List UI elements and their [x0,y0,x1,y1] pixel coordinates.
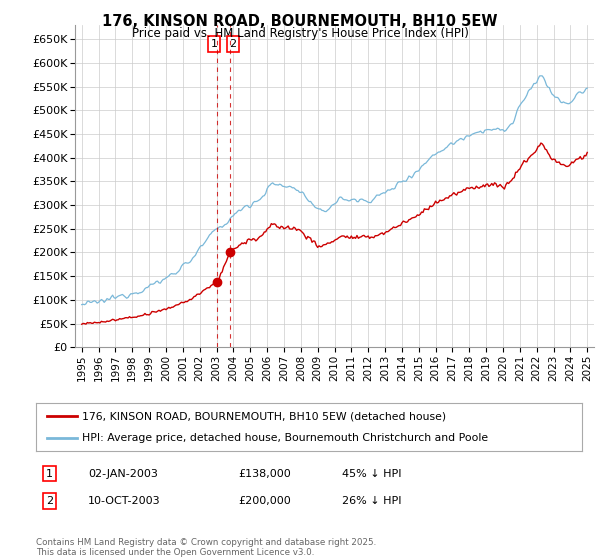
Text: 176, KINSON ROAD, BOURNEMOUTH, BH10 5EW (detached house): 176, KINSON ROAD, BOURNEMOUTH, BH10 5EW … [82,411,446,421]
Text: 1: 1 [211,39,218,49]
Text: HPI: Average price, detached house, Bournemouth Christchurch and Poole: HPI: Average price, detached house, Bour… [82,433,488,443]
Text: 45% ↓ HPI: 45% ↓ HPI [342,469,401,479]
Text: Contains HM Land Registry data © Crown copyright and database right 2025.
This d: Contains HM Land Registry data © Crown c… [36,538,376,557]
Text: 10-OCT-2003: 10-OCT-2003 [88,496,160,506]
Text: 26% ↓ HPI: 26% ↓ HPI [342,496,401,506]
Text: 1: 1 [46,469,53,479]
Text: 02-JAN-2003: 02-JAN-2003 [88,469,158,479]
Text: £200,000: £200,000 [238,496,291,506]
Text: 176, KINSON ROAD, BOURNEMOUTH, BH10 5EW: 176, KINSON ROAD, BOURNEMOUTH, BH10 5EW [102,14,498,29]
Text: 2: 2 [229,39,236,49]
Text: 2: 2 [46,496,53,506]
Text: Price paid vs. HM Land Registry's House Price Index (HPI): Price paid vs. HM Land Registry's House … [131,27,469,40]
Text: £138,000: £138,000 [238,469,291,479]
